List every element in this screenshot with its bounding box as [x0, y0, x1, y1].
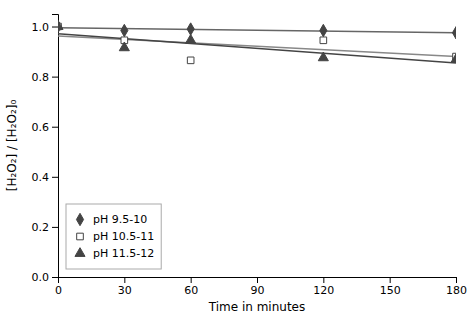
legend-symbol	[76, 213, 83, 225]
point	[320, 37, 327, 44]
tick: 1.0	[32, 21, 59, 34]
trend-line	[58, 36, 456, 56]
tick-label: 60	[184, 284, 198, 297]
tick-label: 120	[313, 284, 334, 297]
tick: 0.6	[32, 121, 59, 134]
tick-mark	[191, 277, 192, 283]
tick-label: 0.8	[32, 71, 50, 84]
tick-label: 0	[55, 284, 62, 297]
series	[58, 21, 456, 63]
series	[58, 20, 456, 39]
tick-label: 0.4	[32, 171, 50, 184]
tick: 150	[380, 277, 401, 297]
tick: 0.2	[32, 221, 59, 234]
tick: 0.0	[32, 271, 59, 284]
point	[320, 24, 327, 36]
tick-label: 1.0	[32, 21, 50, 34]
legend-symbol	[77, 233, 84, 240]
point	[187, 23, 194, 35]
tick: 120	[313, 277, 334, 297]
tick-mark	[323, 277, 324, 283]
tick-label: 0.0	[32, 271, 50, 284]
tick-label: 90	[251, 284, 265, 297]
tick-mark	[257, 277, 258, 283]
point	[58, 21, 63, 30]
tick-mark	[52, 277, 58, 278]
tick-label: 0.2	[32, 221, 50, 234]
point	[318, 52, 328, 61]
tick: 0.4	[32, 171, 59, 184]
tick: 90	[251, 277, 265, 297]
tick-mark	[52, 27, 58, 28]
tick-mark	[124, 277, 125, 283]
legend-item: pH 9.5-10	[76, 213, 147, 226]
point	[452, 27, 456, 39]
series	[58, 23, 456, 63]
tick-mark	[52, 227, 58, 228]
tick-mark	[52, 177, 58, 178]
trend-line	[58, 34, 456, 63]
tick-label: 30	[118, 284, 132, 297]
axis-line	[59, 278, 457, 284]
tick-label: 0.6	[32, 121, 50, 134]
point	[186, 34, 196, 43]
marks	[58, 20, 456, 63]
point	[119, 42, 129, 51]
legend-label: pH 10.5-11	[93, 230, 154, 243]
legend-symbol	[75, 248, 85, 257]
point	[187, 57, 194, 64]
legend-item: pH 10.5-11	[77, 230, 155, 243]
tick-label: 180	[446, 284, 467, 297]
y-axis: 0.0 0.2 0.4 0.6 0.8 1.0	[32, 15, 59, 285]
tick-mark	[390, 277, 391, 283]
y-axis-title: [H₂O₂] / [H₂O₂]₀	[5, 100, 19, 192]
chart: 0 30 60 90 120 150 180 0.0 0.2 0.4 0.6 0.8 1.0 pH 9.5…	[0, 0, 474, 319]
point	[451, 54, 456, 63]
tick: 180	[446, 277, 467, 297]
tick-mark	[52, 127, 58, 128]
tick-mark	[456, 277, 457, 283]
legend-label: pH 11.5-12	[93, 247, 154, 260]
x-axis-title: Time in minutes	[208, 300, 306, 314]
legend-label: pH 9.5-10	[93, 213, 147, 226]
tick: 60	[184, 277, 198, 297]
tick: 0.8	[32, 71, 59, 84]
plot-area: 0 30 60 90 120 150 180 0.0 0.2 0.4 0.6 0.8 1.0 pH 9.5…	[32, 15, 468, 297]
legend: pH 9.5-10 pH 10.5-11 pH 11.5-12	[66, 204, 161, 269]
legend-item: pH 11.5-12	[75, 247, 154, 260]
tick: 0	[55, 277, 62, 297]
point	[121, 24, 128, 36]
trend-line	[58, 28, 456, 33]
tick-label: 150	[380, 284, 401, 297]
tick-mark	[52, 77, 58, 78]
axis-line	[52, 15, 59, 278]
legend-frame	[66, 204, 161, 269]
tick: 30	[118, 277, 132, 297]
x-axis: 0 30 60 90 120 150 180	[55, 277, 467, 297]
